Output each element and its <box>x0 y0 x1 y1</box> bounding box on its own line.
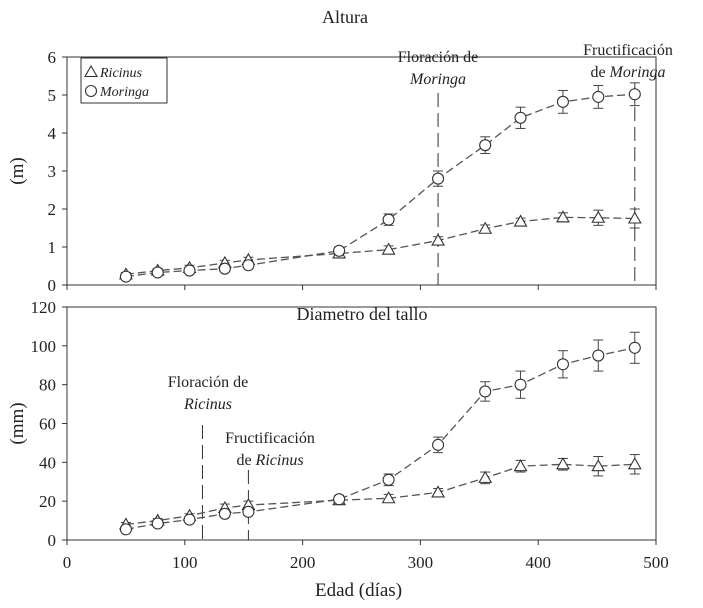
data-point-moringa <box>218 262 231 275</box>
data-point-moringa <box>556 95 569 108</box>
data-point-moringa <box>628 88 641 101</box>
x-tick-label: 500 <box>643 553 669 572</box>
y-tick-label: 4 <box>48 124 57 143</box>
data-point-moringa <box>119 270 132 283</box>
data-point-moringa <box>333 493 346 506</box>
data-point-ricinus <box>555 457 570 470</box>
data-point-moringa <box>479 385 492 398</box>
data-point-ricinus <box>478 221 493 234</box>
y-tick-label: 3 <box>48 162 57 181</box>
data-point-moringa <box>514 378 527 391</box>
legend-box <box>80 57 168 104</box>
data-point-moringa <box>151 517 164 530</box>
y-tick-label: 5 <box>48 86 57 105</box>
x-tick-label: 200 <box>290 553 316 572</box>
series-line-ricinus <box>125 216 635 276</box>
data-point-moringa <box>242 505 255 518</box>
y-axis-label: (m) <box>7 157 28 184</box>
y-tick-label: 120 <box>31 298 57 317</box>
legend-marker-moringa <box>84 84 98 98</box>
x-tick-label: 400 <box>525 553 551 572</box>
y-tick-label: 20 <box>39 492 56 511</box>
y-tick-label: 0 <box>48 276 57 295</box>
annotation-text: de Moringa <box>590 64 665 81</box>
annotation-text: Floración de <box>398 49 478 66</box>
x-tick-label: 100 <box>172 553 198 572</box>
annotation-text: Fructificación <box>225 430 315 447</box>
x-tick-label: 300 <box>408 553 434 572</box>
y-axis-label: (mm) <box>7 402 28 444</box>
data-point-moringa <box>119 523 132 536</box>
data-point-ricinus <box>591 210 606 223</box>
data-point-ricinus <box>555 210 570 223</box>
panel-title: Diametro del tallo <box>297 304 428 324</box>
data-point-ricinus <box>513 459 528 472</box>
data-point-ricinus <box>591 459 606 472</box>
data-point-moringa <box>333 244 346 257</box>
data-point-ricinus <box>431 233 446 246</box>
data-point-ricinus <box>478 470 493 483</box>
panel-title: Altura <box>322 7 368 27</box>
data-point-ricinus <box>431 485 446 498</box>
legend-label: Ricinus <box>99 66 143 81</box>
series-line-moringa <box>125 93 635 278</box>
data-point-ricinus <box>513 214 528 227</box>
x-tick-label: 0 <box>63 553 72 572</box>
y-tick-label: 2 <box>48 200 57 219</box>
data-point-moringa <box>218 507 231 520</box>
y-tick-label: 80 <box>39 376 56 395</box>
data-point-moringa <box>183 513 196 526</box>
legend-marker-ricinus <box>84 64 98 78</box>
plot-frame-1 <box>66 306 657 541</box>
annotation-text: Ricinus <box>183 396 232 413</box>
data-point-moringa <box>432 438 445 451</box>
annotation-text: de Ricinus <box>236 452 303 469</box>
data-point-moringa <box>514 111 527 124</box>
y-tick-label: 60 <box>39 415 56 434</box>
data-point-moringa <box>592 90 605 103</box>
y-tick-label: 100 <box>31 337 57 356</box>
data-point-ricinus <box>627 457 642 470</box>
data-point-moringa <box>151 266 164 279</box>
data-point-ricinus <box>381 242 396 255</box>
annotation-text: Floración de <box>168 374 248 391</box>
data-point-moringa <box>432 172 445 185</box>
y-tick-label: 40 <box>39 453 56 472</box>
annotation-text: Moringa <box>409 71 466 88</box>
y-tick-label: 0 <box>48 531 57 550</box>
data-point-ricinus <box>627 211 642 224</box>
data-point-moringa <box>382 213 395 226</box>
data-point-moringa <box>479 139 492 152</box>
annotation-text: Fructificación <box>583 42 673 59</box>
data-point-moringa <box>382 473 395 486</box>
data-point-moringa <box>242 259 255 272</box>
x-axis-label: Edad (días) <box>315 580 402 601</box>
y-tick-label: 6 <box>48 48 57 67</box>
legend-label: Moringa <box>99 85 149 100</box>
data-point-moringa <box>183 264 196 277</box>
data-point-moringa <box>556 358 569 371</box>
data-point-moringa <box>592 349 605 362</box>
y-tick-label: 1 <box>48 238 57 257</box>
data-point-ricinus <box>381 491 396 504</box>
data-point-moringa <box>628 341 641 354</box>
